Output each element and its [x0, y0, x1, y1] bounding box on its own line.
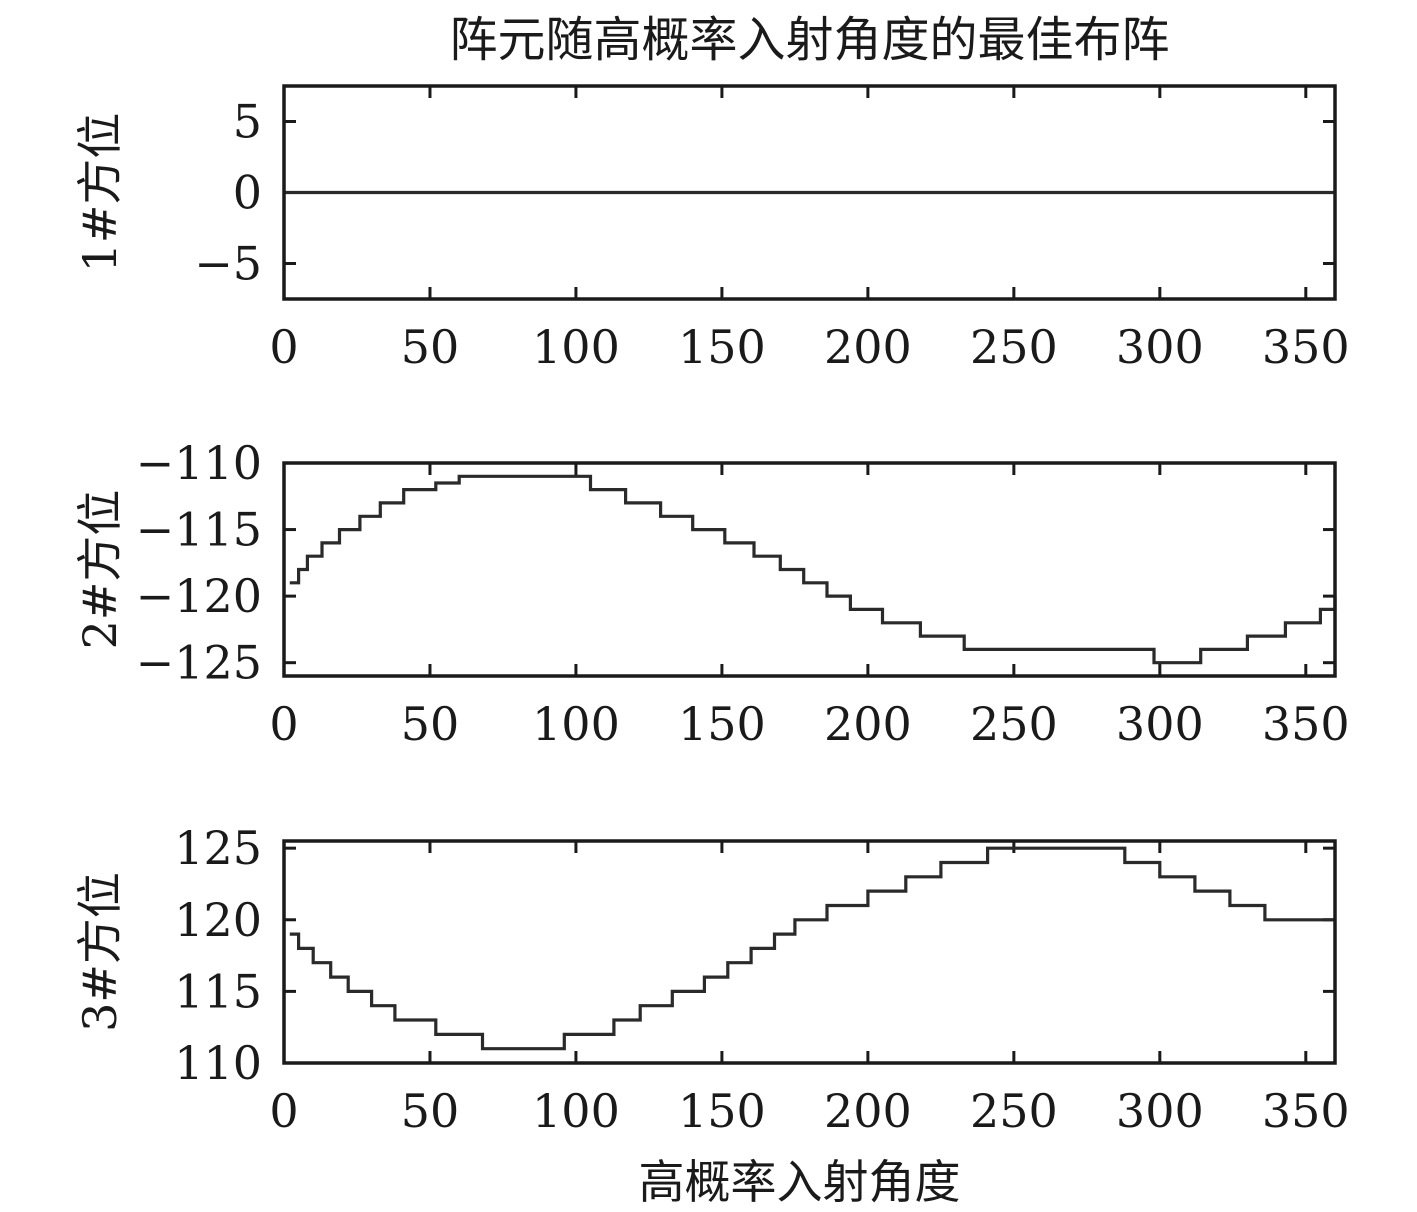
x-tick-label: 150 [678, 320, 766, 374]
x-axis-label: 高概率入射角度 [639, 1155, 961, 1209]
x-tick-label: 0 [269, 320, 298, 374]
y-tick-label: 125 [174, 821, 262, 875]
x-tick-label: 50 [401, 320, 460, 374]
plot-frame [282, 839, 1337, 1065]
x-tick-label: 250 [970, 320, 1058, 374]
y-tick-label: −5 [194, 237, 262, 291]
plot-frame [282, 461, 1337, 678]
plot-frame [282, 84, 1337, 301]
x-tick-label: 300 [1116, 697, 1204, 751]
y-tick-label: −110 [136, 436, 262, 490]
x-tick-label: 350 [1262, 697, 1350, 751]
x-tick-label: 50 [401, 697, 460, 751]
x-tick-label: 200 [824, 320, 912, 374]
x-tick-label: 0 [269, 1084, 298, 1138]
y-axis-label: 2#方位 [73, 490, 127, 650]
x-tick-label: 200 [824, 697, 912, 751]
x-tick-label: 300 [1116, 1084, 1204, 1138]
y-tick-label: 110 [174, 1036, 262, 1090]
y-tick-label: −120 [136, 569, 262, 623]
x-tick-label: 350 [1262, 320, 1350, 374]
x-tick-label: 250 [970, 1084, 1058, 1138]
y-tick-label: 0 [233, 166, 262, 220]
x-tick-label: 350 [1262, 1084, 1350, 1138]
x-tick-label: 100 [532, 697, 620, 751]
y-tick-label: 5 [233, 95, 262, 149]
subplot-2: 0 50 100 150 200 250 300 350 −110 −115 −120 −1252#方… [73, 436, 1350, 751]
y-tick-label: 115 [174, 964, 262, 1018]
series-line [289, 846, 1335, 1051]
x-tick-label: 200 [824, 1084, 912, 1138]
x-tick-label: 150 [678, 697, 766, 751]
chart-title: 阵元随高概率入射角度的最佳布阵 [449, 12, 1169, 68]
y-tick-label: 120 [174, 893, 262, 947]
x-tick-label: 250 [970, 697, 1058, 751]
x-tick-label: 300 [1116, 320, 1204, 374]
subplot-3: 0 50 100 150 200 250 300 350 125 120 115 110 3#方位高概率… [73, 821, 1350, 1209]
series-line [289, 474, 1337, 665]
x-tick-label: 100 [532, 320, 620, 374]
x-tick-label: 50 [401, 1084, 460, 1138]
x-tick-label: 100 [532, 1084, 620, 1138]
x-tick-label: 0 [269, 697, 298, 751]
y-tick-label: −125 [136, 636, 262, 690]
y-tick-label: −115 [136, 503, 262, 557]
y-axis-label: 1#方位 [73, 113, 127, 273]
x-tick-label: 150 [678, 1084, 766, 1138]
y-axis-label: 3#方位 [73, 872, 127, 1032]
